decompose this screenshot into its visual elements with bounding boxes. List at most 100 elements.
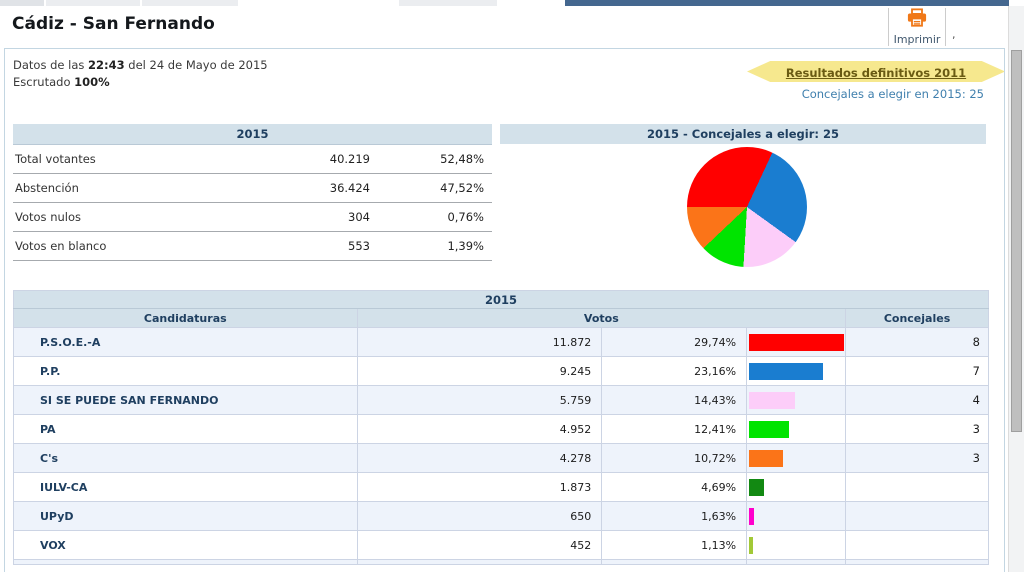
votes-value: 4.952 [356,414,603,444]
seats-value: 7 [845,356,989,386]
print-button-label: Imprimir [893,33,941,46]
percent-bar [749,536,754,554]
summary-row: Votos en blanco 553 1,39% [13,231,492,261]
status-time: 22:43 [88,58,125,72]
votes-pct: 14,43% [601,385,748,415]
table-row-partial [13,559,989,565]
votes-pct: 1,13% [601,530,748,560]
table-row: P.P. 9.245 23,16% 7 [13,356,989,386]
vertical-scrollbar[interactable] [1008,6,1024,572]
summary-label: Total votantes [13,144,263,174]
party-name: VOX [13,530,358,560]
partial-cell [601,559,748,565]
toolbar-extra-mark: , [952,28,956,41]
seats-value: 3 [845,443,989,473]
final-results-ribbon: Resultados definitivos 2011 [747,61,1004,82]
bar-cell [746,414,847,444]
table-row: UPyD 650 1,63% [13,501,989,531]
summary-row: Votos nulos 304 0,76% [13,202,492,232]
status-block: Datos de las 22:43 del 24 de Mayo de 201… [13,57,268,91]
votes-value: 650 [356,501,603,531]
summary-value: 304 [263,202,378,232]
content-panel: Datos de las 22:43 del 24 de Mayo de 201… [4,48,1005,572]
percent-bar [749,420,790,438]
browser-tab[interactable] [142,0,238,6]
votes-value: 5.759 [356,385,603,415]
summary-table-title: 2015 [13,124,492,145]
bar-cell [746,530,847,560]
partial-cell [13,559,358,565]
percent-bar [749,333,845,351]
scrollbar-thumb[interactable] [1011,50,1022,432]
col-header-votos: Votos [356,308,847,328]
browser-tab-strip [0,0,1024,6]
bar-cell [746,385,847,415]
partial-cell [356,559,603,565]
seats-value [845,501,989,531]
votes-pct: 12,41% [601,414,748,444]
pie-title: 2015 - Concejales a elegir: 25 [500,124,986,144]
table-row: SI SE PUEDE SAN FERNANDO 5.759 14,43% 4 [13,385,989,415]
summary-pct: 1,39% [378,231,492,261]
seats-value: 4 [845,385,989,415]
votes-pct: 29,74% [601,327,748,357]
status-line-escrutado: Escrutado 100% [13,75,110,89]
seats-value [845,472,989,502]
printer-icon [906,8,928,32]
browser-tab[interactable] [399,0,497,6]
votes-pct: 10,72% [601,443,748,473]
party-name: SI SE PUEDE SAN FERNANDO [13,385,358,415]
summary-pct: 47,52% [378,173,492,203]
browser-tab[interactable] [0,0,44,6]
summary-label: Votos en blanco [13,231,263,261]
table-row: PA 4.952 12,41% 3 [13,414,989,444]
status-line-datos: Datos de las 22:43 del 24 de Mayo de 201… [13,58,268,72]
percent-bar [749,507,755,525]
seats-value: 8 [845,327,989,357]
results-table-title: 2015 [13,290,989,309]
votes-value: 9.245 [356,356,603,386]
party-name: C's [13,443,358,473]
bar-cell [746,472,847,502]
page-header: Cádiz - San Fernando Imprimir , [0,6,1008,48]
top-accent-bar [565,0,1009,6]
bar-cell [746,327,847,357]
seats-pie-chart [687,147,807,267]
votes-pct: 1,63% [601,501,748,531]
party-name: PA [13,414,358,444]
summary-pct: 0,76% [378,202,492,232]
summary-label: Votos nulos [13,202,263,232]
bar-cell [746,501,847,531]
partial-cell [845,559,989,565]
results-table: 2015 Candidaturas Votos Concejales P.S.O… [13,290,989,565]
print-button[interactable]: Imprimir [888,8,946,46]
table-row: VOX 452 1,13% [13,530,989,560]
summary-pct: 52,48% [378,144,492,174]
bar-cell [746,443,847,473]
votes-pct: 4,69% [601,472,748,502]
seats-value [845,530,989,560]
votes-value: 4.278 [356,443,603,473]
votes-value: 11.872 [356,327,603,357]
party-name: UPyD [13,501,358,531]
percent-bar [749,362,824,380]
col-header-candidaturas: Candidaturas [13,308,358,328]
final-results-link[interactable]: Resultados definitivos 2011 [785,66,967,80]
summary-table: 2015 Total votantes 40.219 52,48% Abstenció… [13,124,492,261]
summary-label: Abstención [13,173,263,203]
col-header-concejales: Concejales [845,308,989,328]
page-title: Cádiz - San Fernando [12,14,215,34]
percent-bar [749,478,765,496]
summary-value: 553 [263,231,378,261]
summary-value: 36.424 [263,173,378,203]
bar-cell [746,356,847,386]
votes-value: 1.873 [356,472,603,502]
percent-bar [749,449,784,467]
table-row: P.S.O.E.-A 11.872 29,74% 8 [13,327,989,357]
party-name: P.P. [13,356,358,386]
votes-value: 452 [356,530,603,560]
browser-tab[interactable] [46,0,140,6]
seats-value: 3 [845,414,989,444]
pie-panel: 2015 - Concejales a elegir: 25 [500,124,986,289]
